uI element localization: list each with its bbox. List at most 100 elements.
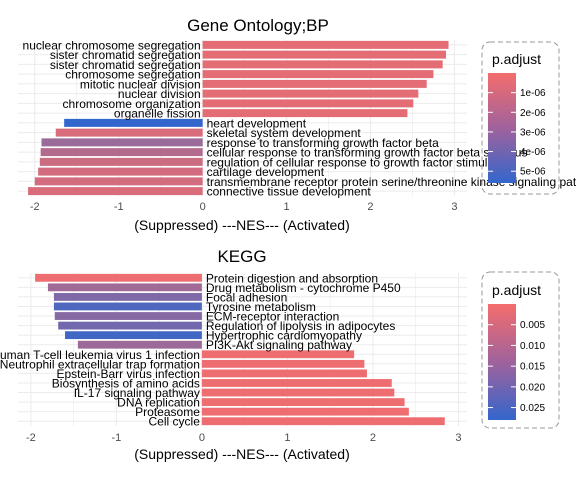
bar xyxy=(34,177,203,186)
legend-tick-label: 0.015 xyxy=(520,362,545,373)
go-bp-bars xyxy=(28,40,449,196)
bar-label: Regulation of lipolysis in adipocytes xyxy=(206,319,395,333)
legend-tick-label: 3e-06 xyxy=(520,127,546,138)
bar-label: Proteasome xyxy=(135,405,200,419)
x-tick-label: -1 xyxy=(111,432,121,444)
bar xyxy=(201,417,445,426)
bar xyxy=(65,331,202,340)
bar-label: IL-17 signaling pathway xyxy=(74,386,200,400)
bar-label: mitotic nuclear division xyxy=(80,77,201,91)
go-bp-legend-ticks: 1e-06 2e-06 3e-06 4e-06 5e-06 xyxy=(488,88,546,178)
x-tick-label: 1 xyxy=(284,432,290,444)
x-tick-label: 0 xyxy=(199,432,205,444)
x-tick-label: -2 xyxy=(26,432,36,444)
bar-label: heart development xyxy=(207,116,307,130)
legend-tick-label: 5e-06 xyxy=(520,167,546,178)
bar-label: nuclear division xyxy=(118,87,201,101)
legend-tick-label: 2e-06 xyxy=(520,108,546,119)
kegg-legend-title: p.adjust xyxy=(492,282,541,298)
bar-label: Tyrosine metabolism xyxy=(206,300,316,314)
bar xyxy=(35,273,202,282)
bar-label: DNA replication xyxy=(117,396,200,410)
bar xyxy=(202,40,449,49)
bar-label: Protein digestion and absorption xyxy=(206,271,378,285)
bar xyxy=(202,109,408,118)
bar-label: chromosome organization xyxy=(63,97,201,111)
bar-label: response to transforming growth factor b… xyxy=(207,136,439,150)
bar xyxy=(38,167,203,176)
kegg-x-ticks: -2 -1 0 1 2 3 xyxy=(26,432,462,444)
bar xyxy=(201,398,405,407)
bar xyxy=(53,302,202,311)
x-tick-label: 3 xyxy=(455,432,461,444)
bar xyxy=(77,340,202,349)
go-bp-legend-title: p.adjust xyxy=(492,51,541,67)
kegg-bars xyxy=(35,273,445,426)
bar xyxy=(28,187,203,196)
bar-label: transmembrane receptor protein serine/th… xyxy=(207,175,576,189)
bar-label: sister chromatid segregation xyxy=(50,58,201,72)
go-bp-x-ticks: -2 -1 0 1 2 3 xyxy=(30,201,458,213)
bar-label: Biosynthesis of amino acids xyxy=(52,376,200,390)
kegg-legend: p.adjust 0.005 0.010 0.015 0.020 0.025 xyxy=(481,271,560,429)
legend-tick-label: 1e-06 xyxy=(520,88,546,99)
x-tick-label: -2 xyxy=(30,201,40,213)
bar xyxy=(202,99,414,108)
bar xyxy=(201,407,409,416)
legend-tick-label: 0.010 xyxy=(520,341,545,352)
bar-label: Focal adhesion xyxy=(206,290,287,304)
bar xyxy=(202,60,443,69)
bar xyxy=(54,312,202,320)
x-tick-label: 3 xyxy=(451,201,457,213)
bar-label: organelle fission xyxy=(114,107,201,121)
bar xyxy=(201,388,395,397)
bar-label: PI3K-Akt signaling pathway xyxy=(206,338,352,352)
kegg-x-axis-label: (Suppressed) ---NES--- (Activated) xyxy=(134,446,350,462)
x-tick-label: 2 xyxy=(367,201,373,213)
bar xyxy=(39,157,203,166)
kegg-legend-box xyxy=(481,271,560,429)
bar xyxy=(55,128,203,137)
x-tick-label: 2 xyxy=(370,432,376,444)
bar-label: Drug metabolism - cytochrome P450 xyxy=(206,281,401,295)
go-bp-title: Gene Ontology;BP xyxy=(187,16,329,35)
bar-label: Adult T-cell leukemia/lymphoma Human T-c… xyxy=(0,348,200,362)
go-bp-panel: Gene Ontology;BP nuclear chromosome segr… xyxy=(18,16,576,233)
go-bp-legend-box xyxy=(481,41,560,195)
go-bp-legend: p.adjust 1e-06 2e-06 3e-06 4e-06 5e-06 xyxy=(481,41,560,195)
bar xyxy=(201,350,355,359)
bar xyxy=(202,89,419,98)
bar xyxy=(202,70,434,79)
bar xyxy=(202,50,447,59)
bar xyxy=(40,148,203,157)
kegg-legend-ticks: 0.005 0.010 0.015 0.020 0.025 xyxy=(488,320,545,414)
legend-tick-label: 0.005 xyxy=(520,320,545,331)
bar-label: cartilage development xyxy=(207,165,325,179)
kegg-title: KEGG xyxy=(217,247,266,266)
x-tick-label: 0 xyxy=(200,201,206,213)
bar xyxy=(47,283,202,292)
x-tick-label: 1 xyxy=(283,201,289,213)
bar-label: connective tissue development xyxy=(207,185,372,199)
legend-tick-label: 0.020 xyxy=(520,382,545,393)
go-bp-colorbar xyxy=(488,73,516,183)
bar xyxy=(201,359,365,368)
kegg-panel: KEGG Protein digestion and absorptionDru… xyxy=(0,247,560,462)
x-tick-label: -1 xyxy=(114,201,124,213)
bar xyxy=(202,79,427,88)
bar xyxy=(201,379,392,387)
bar-label: chromosome segregation xyxy=(65,68,200,82)
bar-label: Neutrophil extracellular trap formation xyxy=(0,357,200,371)
bar-label: cellular response to transforming growth… xyxy=(207,146,528,160)
legend-tick-label: 0.025 xyxy=(520,403,545,414)
bar xyxy=(53,292,202,301)
bar-label: Hypertrophic cardiomyopathy xyxy=(206,329,362,343)
bar-label: skeletal system development xyxy=(207,126,362,140)
bar-label: Epstein-Barr virus infection xyxy=(56,367,199,381)
bar-label: sister chromatid segregation xyxy=(50,48,201,62)
kegg-colorbar xyxy=(488,304,516,420)
bar xyxy=(201,369,367,378)
